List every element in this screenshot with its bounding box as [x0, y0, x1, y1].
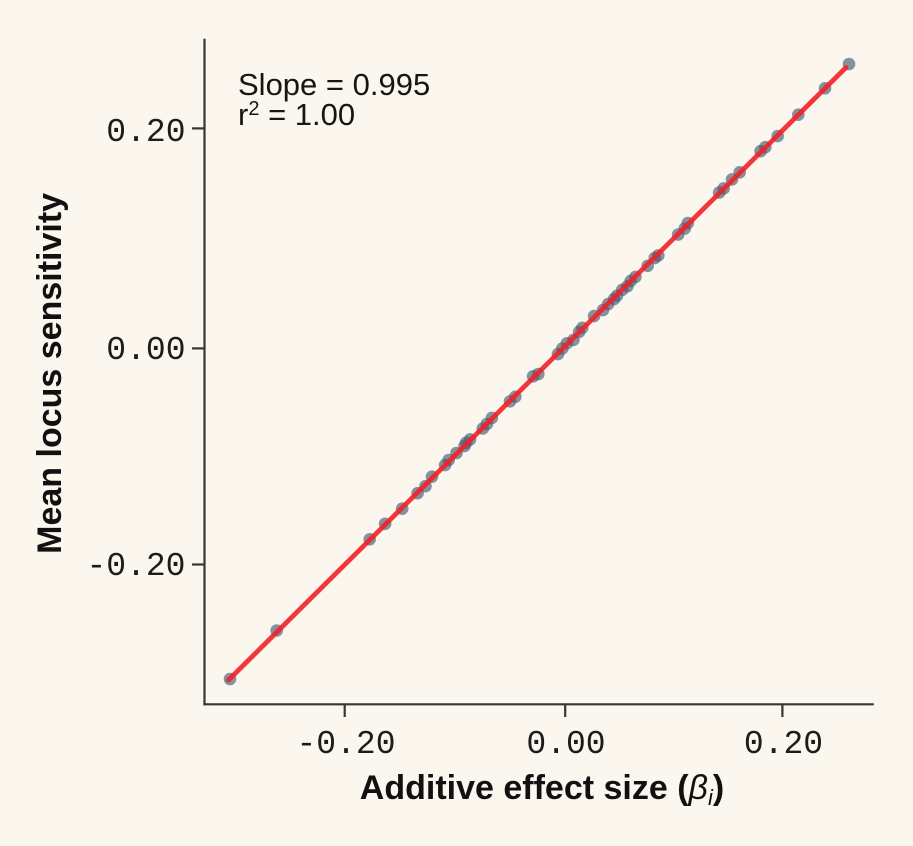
svg-text:Mean locus sensitivity: Mean locus sensitivity [31, 193, 69, 554]
svg-text:0.00: 0.00 [526, 726, 605, 763]
svg-text:Slope = 0.995: Slope = 0.995 [238, 67, 430, 102]
svg-text:0.20: 0.20 [744, 726, 823, 763]
svg-text:Additive effect size (βi): Additive effect size (βi) [360, 769, 724, 810]
svg-text:-0.20: -0.20 [86, 548, 185, 585]
svg-text:0.20: 0.20 [106, 114, 185, 151]
svg-text:r2 = 1.00: r2 = 1.00 [238, 97, 355, 132]
svg-text:0.00: 0.00 [106, 332, 185, 369]
svg-text:-0.20: -0.20 [296, 726, 395, 763]
